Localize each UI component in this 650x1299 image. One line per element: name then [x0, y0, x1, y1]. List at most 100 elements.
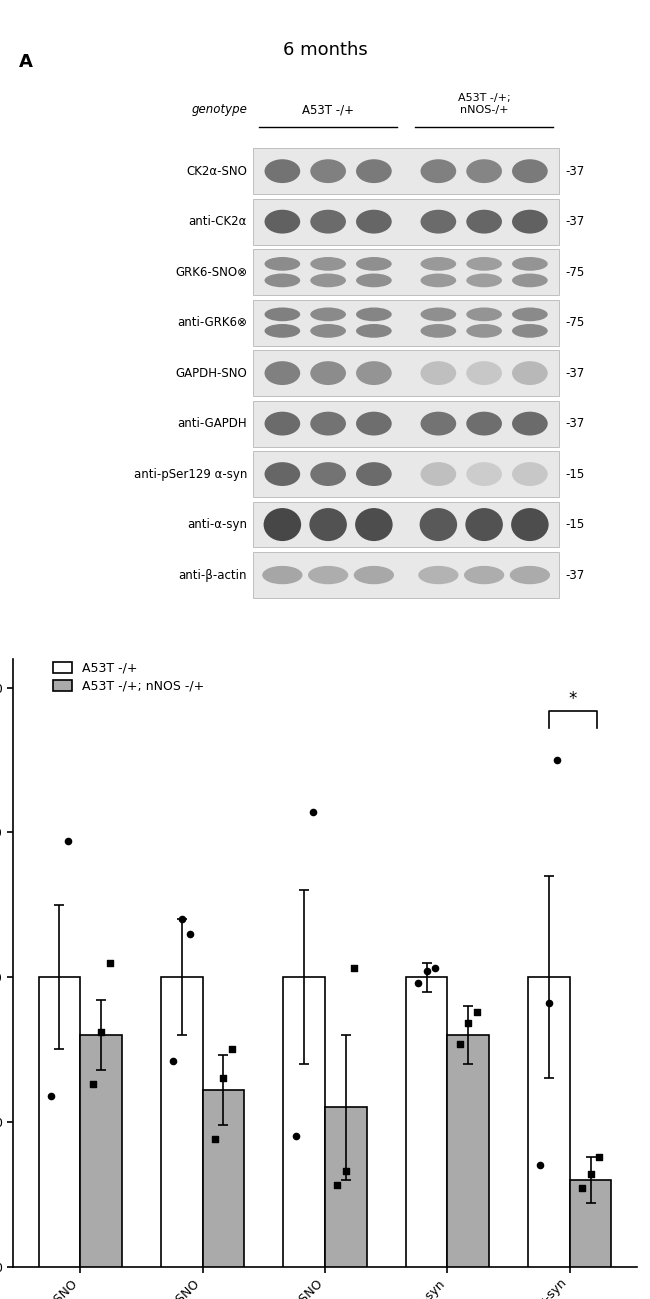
Ellipse shape [512, 257, 548, 270]
FancyBboxPatch shape [254, 148, 559, 194]
Point [552, 750, 563, 770]
Text: anti-α-syn: anti-α-syn [187, 518, 247, 531]
Ellipse shape [466, 209, 502, 234]
Point [535, 1155, 545, 1176]
Ellipse shape [466, 361, 502, 385]
Point [413, 973, 423, 994]
Ellipse shape [356, 412, 392, 435]
Ellipse shape [310, 308, 346, 321]
Text: -37: -37 [566, 216, 584, 229]
Text: -15: -15 [566, 468, 584, 481]
Ellipse shape [465, 508, 503, 542]
Ellipse shape [262, 566, 302, 585]
Text: 6 months: 6 months [283, 42, 367, 60]
Ellipse shape [464, 566, 504, 585]
Ellipse shape [310, 274, 346, 287]
Ellipse shape [354, 566, 394, 585]
Ellipse shape [265, 323, 300, 338]
Bar [569, 1179, 611, 1267]
Ellipse shape [466, 323, 502, 338]
Point [454, 1033, 465, 1053]
Ellipse shape [466, 308, 502, 321]
Ellipse shape [421, 209, 456, 234]
Ellipse shape [265, 257, 300, 270]
Ellipse shape [265, 361, 300, 385]
Text: -37: -37 [566, 165, 584, 178]
Text: anti-pSer129 α-syn: anti-pSer129 α-syn [134, 468, 247, 481]
Text: GAPDH-SNO: GAPDH-SNO [176, 366, 247, 379]
Point [471, 1002, 482, 1022]
Text: -37: -37 [566, 417, 584, 430]
Point [63, 830, 73, 851]
Bar [39, 977, 81, 1267]
FancyBboxPatch shape [254, 400, 559, 447]
Point [349, 959, 359, 979]
Ellipse shape [310, 257, 346, 270]
FancyBboxPatch shape [254, 351, 559, 396]
Ellipse shape [310, 323, 346, 338]
Point [543, 992, 554, 1013]
Ellipse shape [308, 566, 348, 585]
Point [46, 1086, 56, 1107]
Ellipse shape [421, 462, 456, 486]
Point [87, 1074, 98, 1095]
Bar [447, 1035, 489, 1267]
FancyBboxPatch shape [254, 249, 559, 295]
Ellipse shape [466, 412, 502, 435]
Text: *: * [569, 690, 577, 708]
Ellipse shape [310, 209, 346, 234]
Ellipse shape [265, 462, 300, 486]
Point [291, 1126, 301, 1147]
FancyBboxPatch shape [254, 552, 559, 598]
Point [96, 1022, 107, 1043]
Ellipse shape [510, 566, 550, 585]
Point [430, 959, 440, 979]
Ellipse shape [512, 160, 548, 183]
Point [585, 1164, 595, 1185]
Ellipse shape [264, 508, 301, 542]
Ellipse shape [356, 257, 392, 270]
Ellipse shape [421, 160, 456, 183]
Ellipse shape [265, 308, 300, 321]
Text: -37: -37 [566, 366, 584, 379]
Text: CK2α-SNO: CK2α-SNO [186, 165, 247, 178]
Ellipse shape [512, 274, 548, 287]
Ellipse shape [265, 209, 300, 234]
Point [463, 1013, 473, 1034]
Ellipse shape [265, 274, 300, 287]
Bar [161, 977, 203, 1267]
Point [332, 1176, 343, 1196]
Ellipse shape [418, 566, 458, 585]
Text: anti-GAPDH: anti-GAPDH [177, 417, 247, 430]
Ellipse shape [356, 160, 392, 183]
Ellipse shape [512, 308, 548, 321]
Ellipse shape [265, 412, 300, 435]
Text: genotype: genotype [191, 103, 247, 116]
Bar [325, 1107, 367, 1267]
Text: anti-CK2α: anti-CK2α [188, 216, 247, 229]
Point [227, 1039, 237, 1060]
Ellipse shape [421, 361, 456, 385]
Ellipse shape [356, 323, 392, 338]
Legend: A53T -/+, A53T -/+; nNOS -/+: A53T -/+, A53T -/+; nNOS -/+ [51, 659, 207, 695]
Bar [406, 977, 447, 1267]
FancyBboxPatch shape [254, 300, 559, 346]
Ellipse shape [512, 361, 548, 385]
Ellipse shape [511, 508, 549, 542]
Point [218, 1068, 229, 1089]
Text: -15: -15 [566, 518, 584, 531]
Point [177, 909, 187, 930]
Ellipse shape [466, 160, 502, 183]
Ellipse shape [309, 508, 347, 542]
Ellipse shape [421, 274, 456, 287]
Text: A53T -/+: A53T -/+ [302, 103, 354, 116]
Ellipse shape [310, 160, 346, 183]
Bar [203, 1090, 244, 1267]
Text: -75: -75 [566, 265, 584, 279]
FancyBboxPatch shape [254, 451, 559, 498]
Ellipse shape [466, 257, 502, 270]
Ellipse shape [421, 323, 456, 338]
Ellipse shape [512, 209, 548, 234]
Point [577, 1178, 587, 1199]
FancyBboxPatch shape [254, 199, 559, 244]
